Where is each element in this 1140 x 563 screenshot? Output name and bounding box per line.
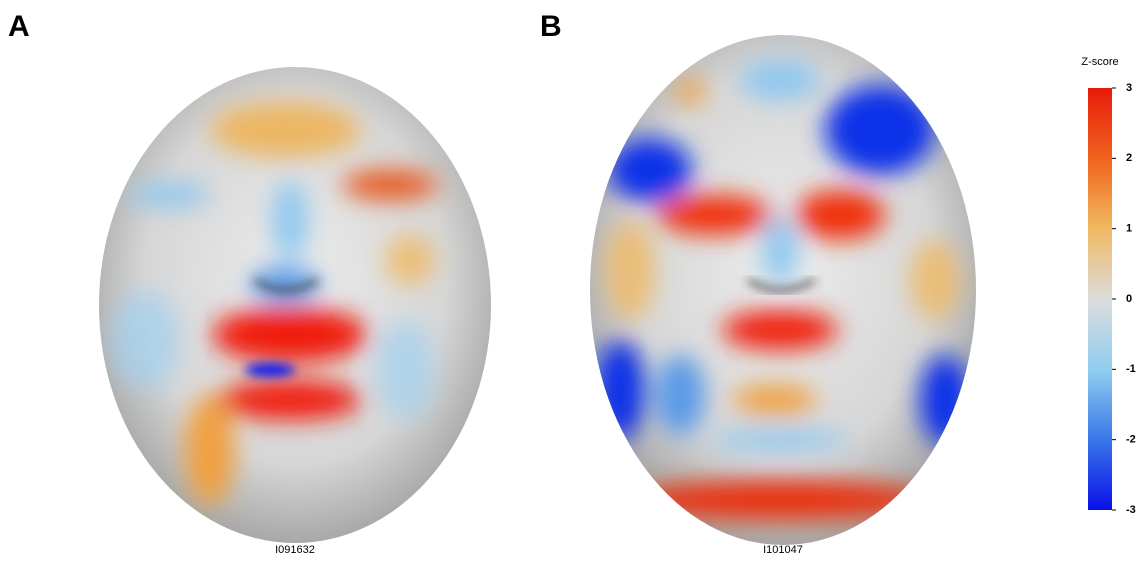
panel-label: A [8,10,30,43]
colorbar [1088,88,1112,510]
tick-label: -3 [1126,504,1136,516]
tick-label: -2 [1126,434,1136,446]
figure: A B [0,0,1140,563]
colorbar-ticks: 3 2 1 0 -1 -2 -3 [1112,82,1136,516]
tick-label: 3 [1126,82,1132,94]
colorbar-title: Z-score [1081,56,1118,68]
panel-caption: I091632 [275,544,315,556]
panel-caption: I101047 [763,544,803,556]
face-b [590,35,976,545]
tick-label: -1 [1126,363,1136,375]
tick-label: 1 [1126,223,1132,235]
tick-label: 2 [1126,152,1132,164]
panel-label: B [540,10,562,43]
tick-label: 0 [1126,293,1132,305]
face-a [99,67,491,543]
